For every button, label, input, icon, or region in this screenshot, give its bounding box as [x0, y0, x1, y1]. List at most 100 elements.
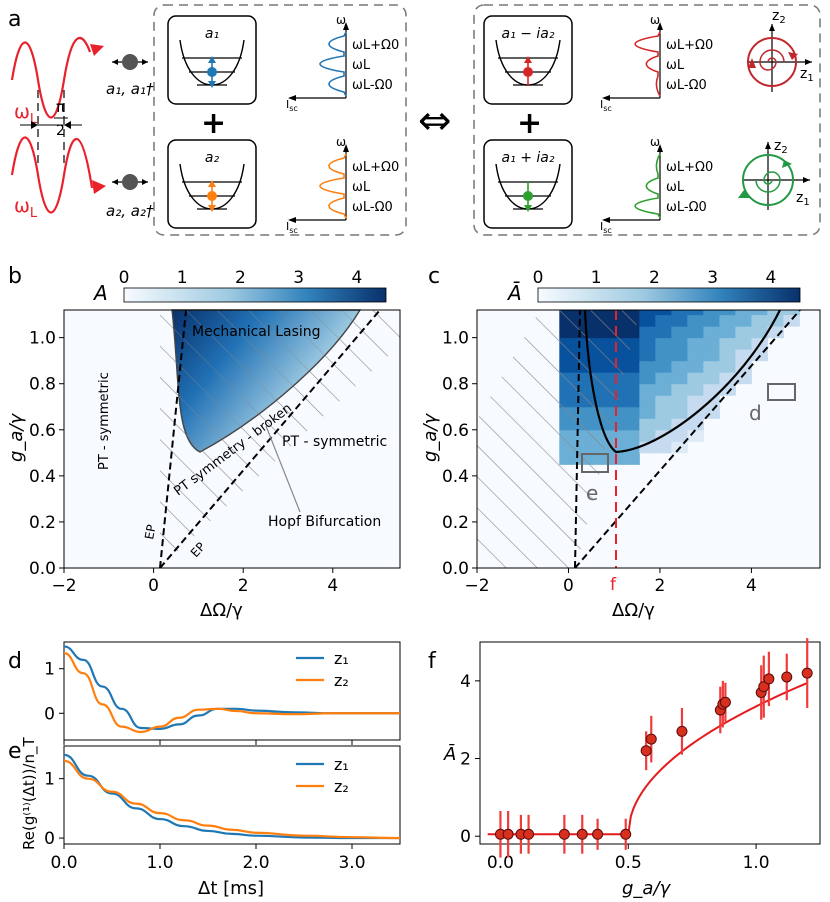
ytick: 1	[44, 770, 55, 790]
heatmap-cell	[735, 337, 752, 350]
z2-label-bottom: z2	[774, 138, 788, 156]
axes-frame-b	[63, 309, 401, 569]
ytick: 0.6	[442, 421, 469, 441]
svg-text:Isc: Isc	[286, 98, 298, 113]
data-point	[758, 681, 770, 693]
heatmap-cell	[639, 314, 656, 327]
spectrum-4-line-1: ωL+Ω0	[666, 160, 713, 175]
spectrum-2-line-2: ωL	[352, 180, 371, 195]
data-point	[645, 733, 657, 745]
annotation-hopf: Hopf Bifurcation	[268, 514, 381, 530]
data-point	[523, 828, 535, 840]
data-point	[592, 828, 604, 840]
heatmap-cell	[719, 349, 736, 362]
xlabel-b: ΔΩ/γ	[200, 600, 243, 621]
well-label-1: a₁	[205, 26, 219, 42]
svg-text:ω: ω	[336, 13, 346, 27]
xtick: 1.0	[146, 853, 173, 873]
heatmap-cell	[623, 406, 640, 419]
ep-line-left-c	[574, 309, 581, 569]
heatmap-cell	[671, 406, 688, 419]
legend-e-z2: z₂	[334, 777, 349, 796]
rotating-modes-box	[473, 4, 821, 236]
ytick: 0.8	[29, 375, 56, 395]
heatmap-cell	[639, 360, 656, 373]
hopf-pointer	[265, 425, 301, 513]
colorbar-tick-2: 2	[235, 268, 246, 288]
omega-l-label-1: ωL	[14, 101, 38, 127]
ytick: 4	[460, 672, 471, 692]
svg-text:Isc: Isc	[600, 220, 612, 235]
spectrum-2-line-1: ωL+Ω0	[352, 160, 399, 175]
heatmap-cell	[703, 326, 720, 339]
ytick: 0.8	[442, 375, 469, 395]
panel-label-c: c	[428, 264, 440, 289]
colorbar-tick-4: 4	[765, 268, 776, 288]
heatmap-cell	[655, 349, 672, 362]
xtick: 2	[238, 576, 249, 596]
panel-d: d 0 1 z₁ z₂	[8, 641, 401, 745]
data-point	[576, 828, 588, 840]
heatmap-cell	[639, 349, 656, 362]
heatmap-cell	[735, 326, 752, 339]
xtick: 0.5	[615, 853, 642, 873]
heatmap-cell	[623, 418, 640, 431]
heatmap-cell	[687, 395, 704, 408]
data-point	[620, 828, 632, 840]
panel-b: b 0 1 2 3 4 A Mechanical Lasing PT - symmetr…	[6, 264, 401, 621]
heatmap-cell	[671, 395, 688, 408]
colorbar-tick-3: 3	[293, 268, 304, 288]
potential-well-1: a₁	[167, 15, 257, 105]
data-point	[719, 696, 731, 708]
xlabel-f: g_a/γ	[622, 878, 672, 899]
heatmap-cell	[751, 326, 768, 339]
panel-label-f: f	[428, 649, 437, 674]
spectrum-2: ω Isc ωL+Ω0 ωL ωL-Ω0	[286, 135, 399, 235]
heatmap-cell	[703, 372, 720, 385]
oscillator-1	[112, 54, 148, 70]
colorbar-tick-2: 2	[649, 268, 660, 288]
data-point	[502, 828, 514, 840]
potential-well-2: a₂	[167, 139, 257, 229]
heatmap-cell	[655, 326, 672, 339]
rotation-diagram-ccw: z2 z1	[738, 138, 810, 210]
heatmap-cell	[687, 314, 704, 327]
ytick: 0	[460, 827, 471, 847]
data-point	[676, 725, 688, 737]
xtick: 0.0	[50, 853, 77, 873]
ytick: 0	[44, 704, 55, 724]
data-point	[801, 667, 813, 679]
panel-label-e: e	[8, 739, 22, 764]
ytick: 0.4	[442, 467, 469, 487]
heatmap-cell	[655, 314, 672, 327]
heatmap-cell	[751, 310, 768, 316]
colorbar-tick-4: 4	[351, 268, 362, 288]
heatmap-cell	[639, 372, 656, 385]
heatmap-cell	[671, 383, 688, 396]
heatmap-cell	[735, 372, 752, 385]
heatmap-cell	[655, 441, 672, 454]
heatmap-cell	[687, 310, 704, 316]
spectrum-4-line-3: ωL-Ω0	[666, 200, 707, 215]
xtick: 3.0	[338, 853, 365, 873]
heatmap-cell	[687, 418, 704, 431]
annotation-pt-symmetric-left: PT - symmetric	[97, 372, 112, 470]
colorbar-b	[123, 287, 387, 303]
heatmap-cell	[655, 418, 672, 431]
plus-sign-2: +	[517, 106, 542, 141]
heatmap-cell	[767, 326, 784, 339]
heatmap-cell	[655, 337, 672, 350]
series-plotD-2	[63, 652, 400, 734]
ytick: 0	[44, 829, 55, 849]
heatmap-cell	[623, 372, 640, 385]
heatmap-cell	[623, 395, 640, 408]
heatmap-cell	[703, 349, 720, 362]
colorbar-label-c: Ā	[506, 281, 522, 305]
heatmap-cell	[687, 349, 704, 362]
plus-sign-1: +	[201, 106, 226, 141]
heatmap-cell	[671, 314, 688, 327]
heatmap-cell	[783, 310, 800, 316]
heatmap-cell	[687, 383, 704, 396]
